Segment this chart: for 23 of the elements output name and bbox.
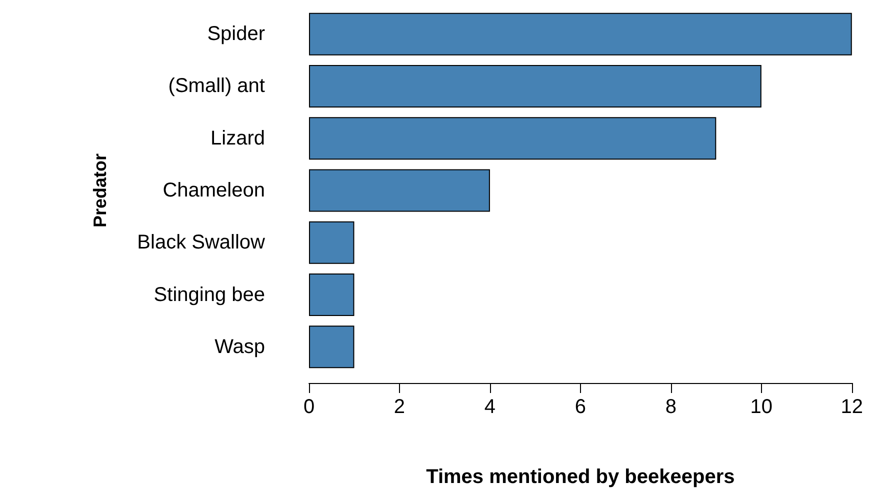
- bar: [309, 64, 762, 108]
- bar: [309, 169, 490, 212]
- x-tick-label: 8: [665, 396, 676, 418]
- x-tick-label: 0: [303, 396, 315, 418]
- x-tick-label: 4: [484, 396, 496, 418]
- y-tick-label: (Small) ant: [168, 75, 266, 98]
- y-tick-label: Spider: [207, 23, 266, 46]
- y-tick-label: Stinging bee: [154, 284, 265, 306]
- x-tick-label: 6: [574, 396, 586, 418]
- x-axis-title: Times mentioned by beekeepers: [426, 466, 735, 488]
- y-tick-label: Chameleon: [162, 180, 265, 202]
- x-tick-label: 2: [394, 396, 406, 418]
- bar: [309, 117, 716, 160]
- bar: [309, 274, 354, 316]
- x-tick-label: 10: [750, 396, 773, 418]
- y-tick-label: Wasp: [214, 336, 265, 358]
- x-tick-label: 12: [840, 396, 863, 418]
- y-tick-label: Black Swallow: [137, 232, 266, 254]
- bar: [309, 326, 354, 368]
- bar: [309, 12, 852, 56]
- y-tick-label: Lizard: [210, 127, 265, 150]
- y-axis-title: Predator: [90, 153, 110, 228]
- bar: [309, 221, 354, 264]
